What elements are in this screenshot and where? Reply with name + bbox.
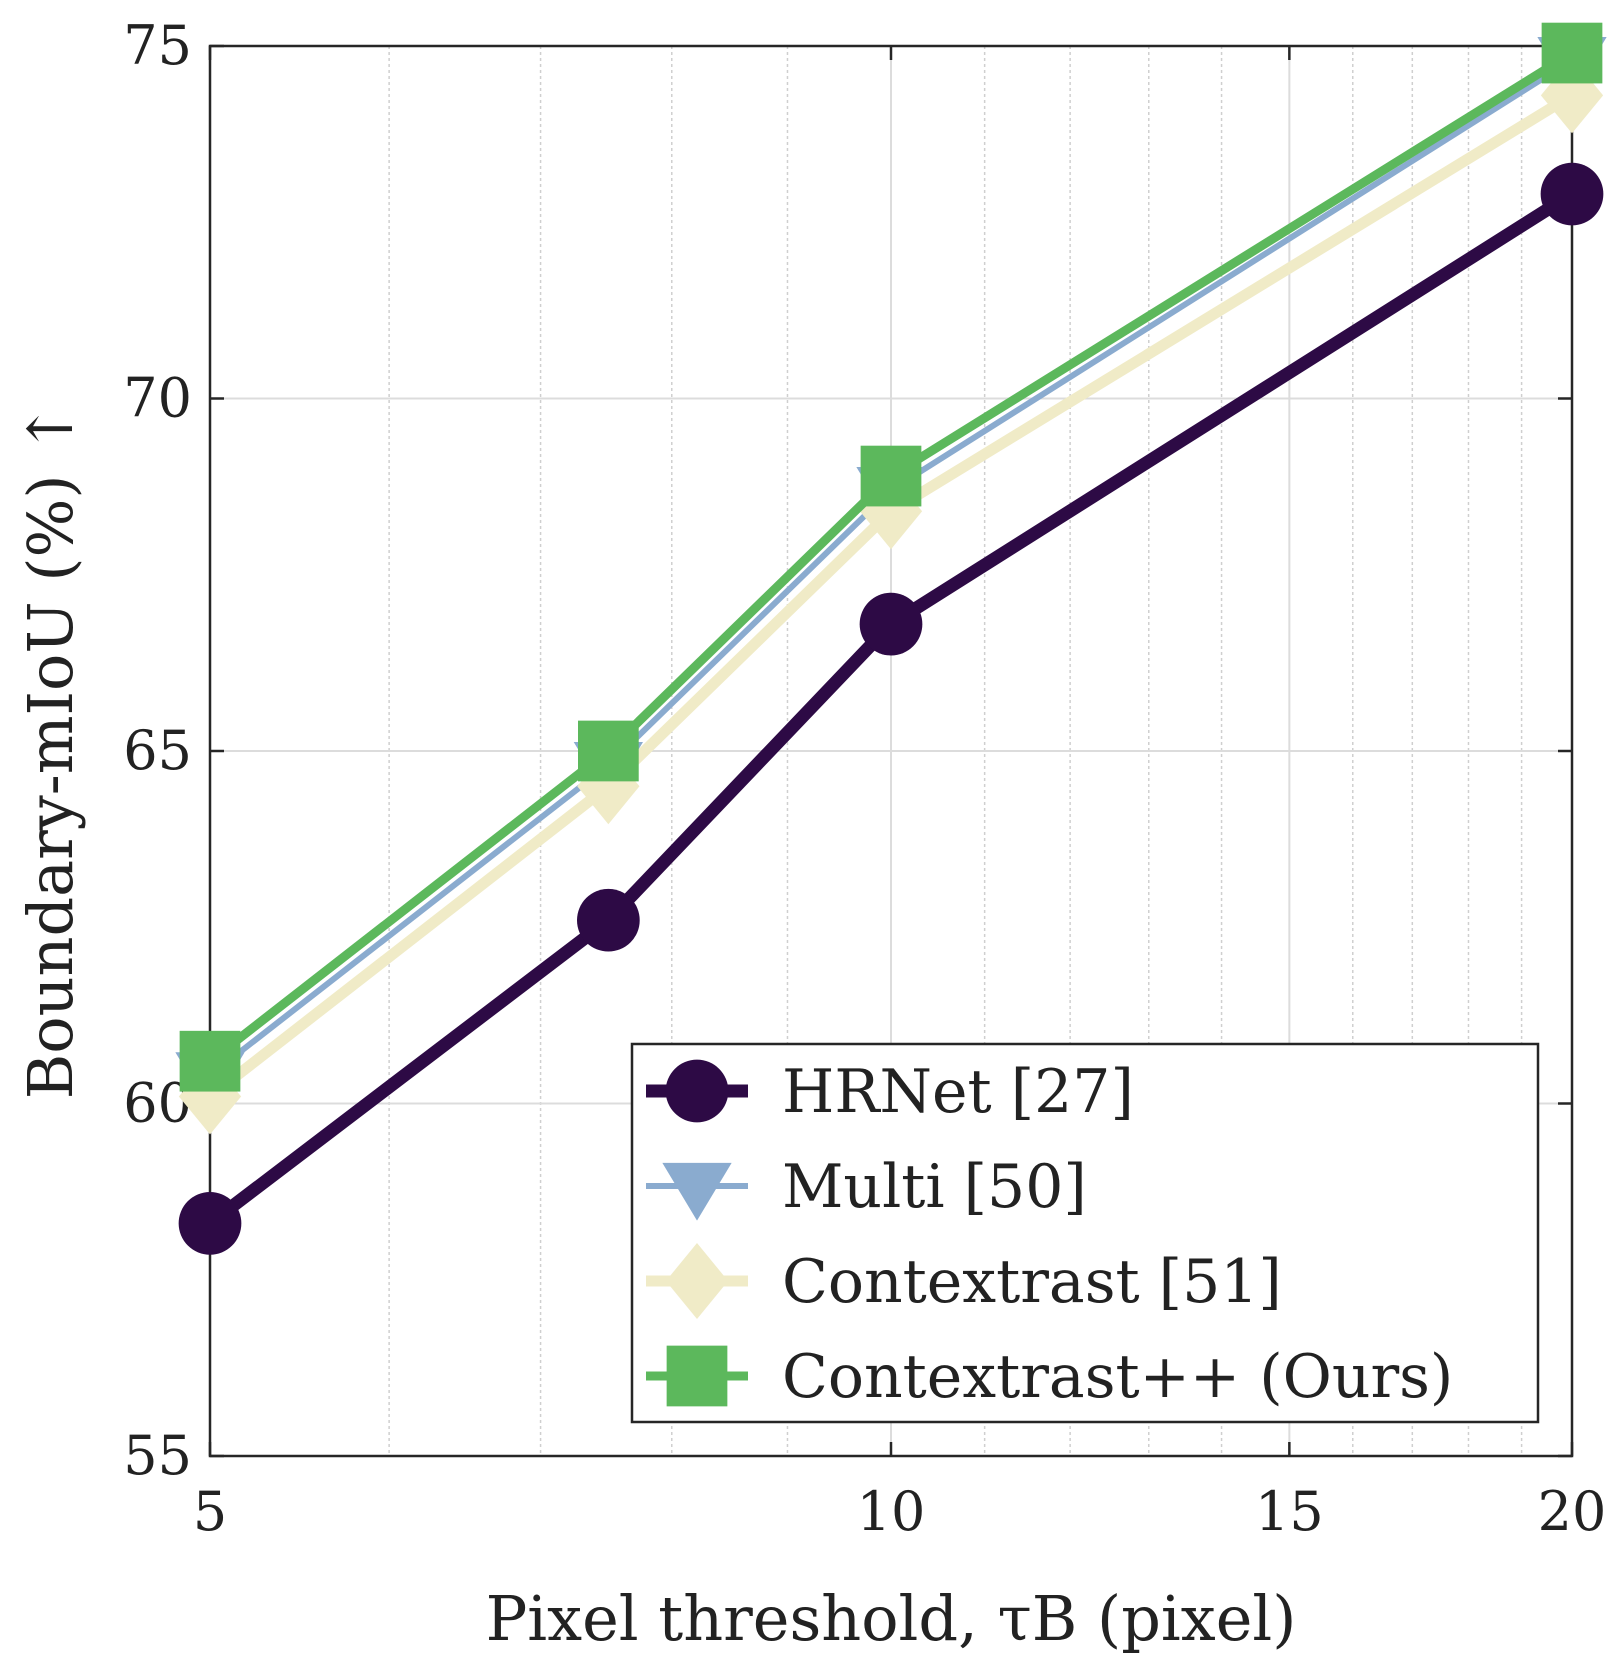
- legend-label: Contextrast++ (Ours): [782, 1342, 1453, 1412]
- data-point: [577, 720, 639, 782]
- legend-marker: [666, 1345, 728, 1407]
- y-axis-title: Boundary-mIoU (%) ↑: [14, 403, 87, 1100]
- legend-box: [630, 1042, 1540, 1424]
- legend-label: HRNet [27]: [782, 1057, 1134, 1127]
- legend: HRNet [27] Multi [50] Contextrast [51] Cont…: [630, 1042, 1540, 1424]
- x-tick-label: 5: [193, 1480, 227, 1543]
- y-tick-label: 70: [123, 367, 192, 430]
- series-group: [179, 22, 1603, 1092]
- legend-marker: [665, 1243, 729, 1319]
- x-tick-label: 20: [1538, 1480, 1607, 1543]
- data-point: [1541, 22, 1603, 84]
- series-group: [178, 162, 1604, 1255]
- y-tick-label: 55: [123, 1424, 192, 1487]
- legend-item: Multi [50]: [646, 1152, 1087, 1222]
- series-line: [208, 57, 1574, 1078]
- data-point: [860, 445, 922, 507]
- data-point: [179, 1030, 241, 1092]
- legend-label: Contextrast [51]: [782, 1247, 1282, 1317]
- data-point: [178, 1192, 242, 1255]
- legend-item: HRNet [27]: [646, 1057, 1134, 1127]
- x-tick-label: 10: [857, 1480, 926, 1543]
- data-point: [1540, 57, 1604, 134]
- y-tick-label: 65: [123, 719, 192, 782]
- y-tick-label: 75: [123, 14, 192, 77]
- series-line: [206, 188, 1576, 1229]
- data-point: [577, 888, 640, 952]
- x-axis-title: Pixel threshold, τB (pixel): [486, 1582, 1297, 1655]
- legend-label: Multi [50]: [782, 1152, 1087, 1222]
- x-tick-label: 15: [1255, 1480, 1324, 1543]
- legend-item: Contextrast [51]: [646, 1243, 1282, 1319]
- data-point: [178, 1058, 242, 1135]
- legend-marker: [665, 1059, 729, 1123]
- legend-item: Contextrast++ (Ours): [646, 1342, 1453, 1412]
- series-line: [206, 90, 1575, 1101]
- data-point: [1540, 162, 1604, 226]
- series: [175, 22, 1607, 1255]
- data-point: [859, 592, 923, 656]
- series-line: [207, 49, 1575, 1065]
- legend-marker: [662, 1162, 732, 1221]
